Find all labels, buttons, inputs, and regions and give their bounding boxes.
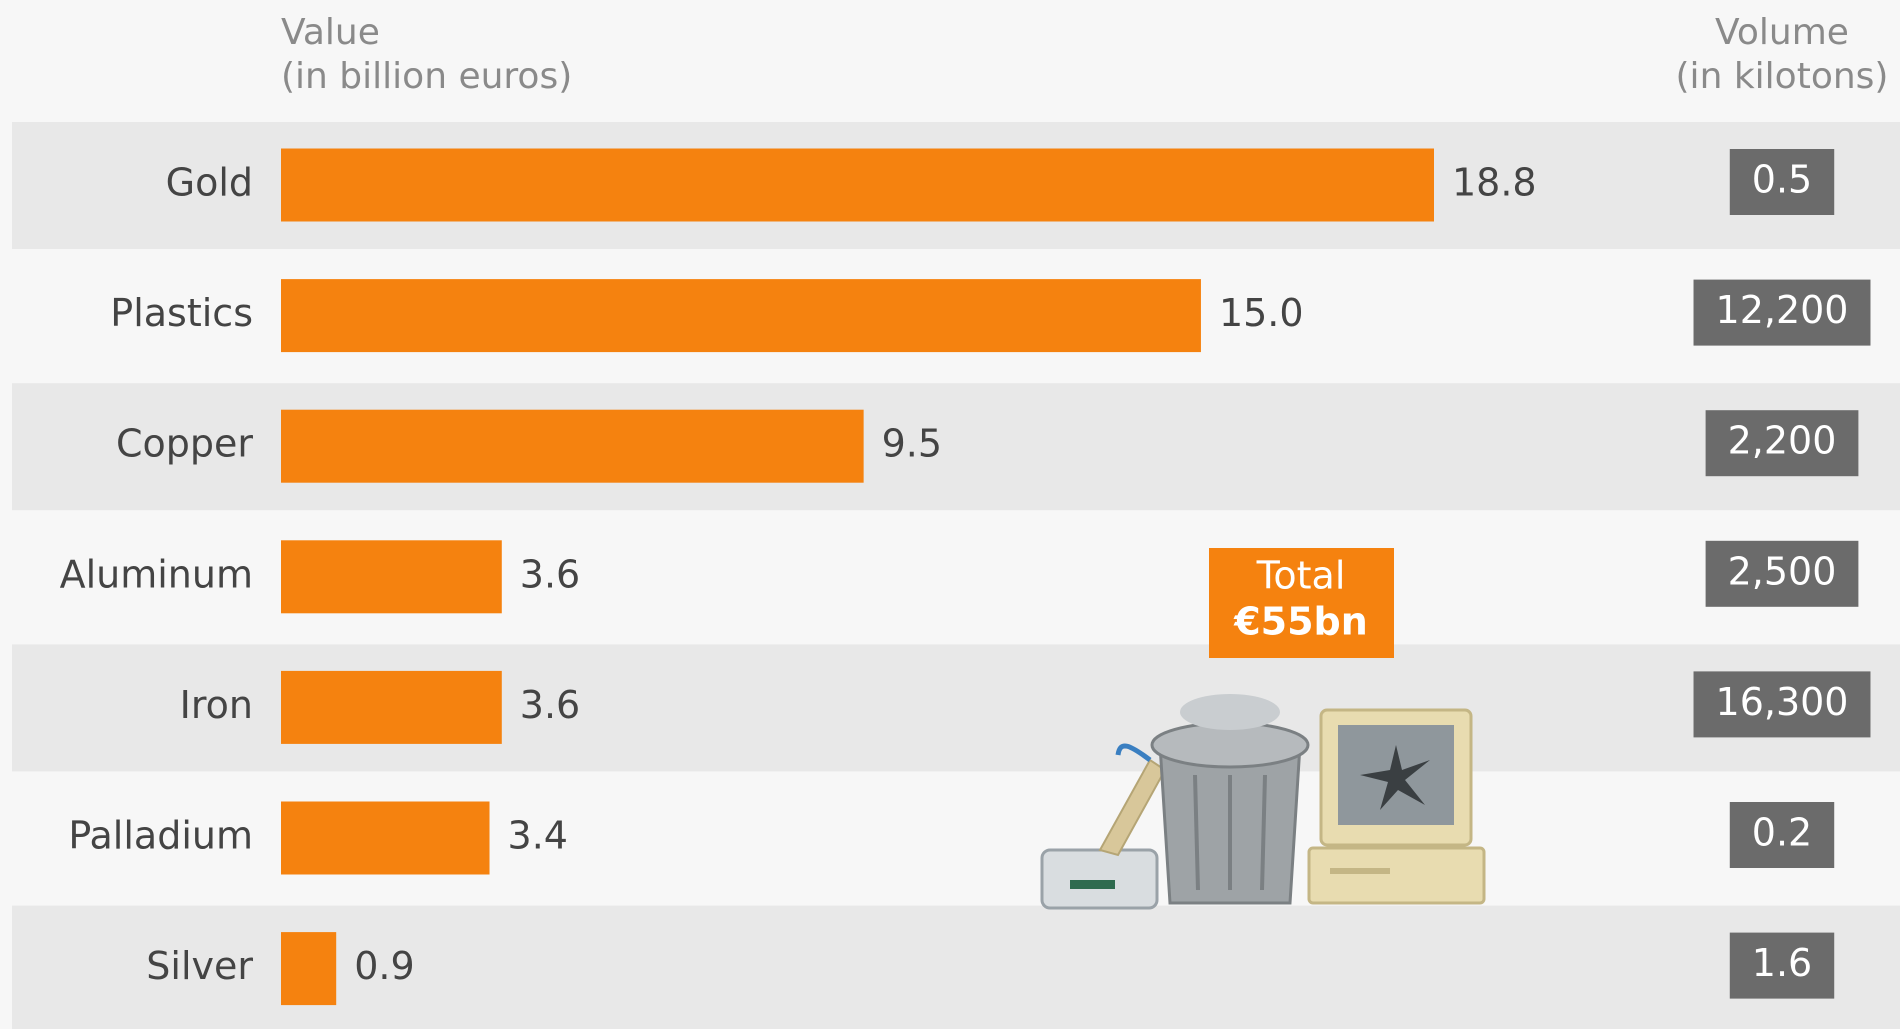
value-label: 0.9	[354, 944, 414, 988]
volume-label: 2,500	[1728, 549, 1837, 593]
volume-title: Volume	[1715, 12, 1849, 53]
volume-label: 12,200	[1716, 288, 1849, 332]
value-label: 9.5	[882, 422, 942, 466]
value-label: 18.8	[1452, 161, 1537, 205]
bar	[281, 279, 1201, 352]
volume-title: (in kilotons)	[1676, 56, 1889, 97]
annotation: Total	[1256, 554, 1346, 598]
volume-label: 1.6	[1752, 941, 1812, 985]
volume-label: 2,200	[1728, 419, 1837, 463]
category-label: Silver	[146, 944, 253, 988]
value-label: 3.6	[520, 552, 580, 596]
value-label: 3.4	[508, 814, 568, 858]
bar	[281, 410, 864, 483]
value-label: 3.6	[520, 683, 580, 727]
volume-label: 16,300	[1716, 680, 1849, 724]
value-label: 15.0	[1219, 291, 1304, 335]
category-label: Copper	[116, 422, 253, 466]
volume-label: 0.5	[1752, 158, 1812, 202]
category-label: Iron	[180, 683, 253, 727]
bar	[281, 540, 502, 613]
category-label: Palladium	[68, 814, 253, 858]
bar	[281, 149, 1434, 222]
chart: Value (in billion euros) Volume (in kilo…	[0, 0, 1900, 1029]
volume-label: 0.2	[1752, 811, 1812, 855]
computer-base	[1309, 848, 1484, 903]
drive-slot	[1330, 868, 1390, 874]
device	[1042, 850, 1157, 908]
bar	[281, 932, 336, 1005]
category-label: Gold	[166, 161, 253, 205]
trash-handle	[1180, 694, 1280, 730]
device-slot	[1070, 880, 1115, 889]
bar	[281, 671, 502, 744]
value-title: Value	[281, 12, 380, 53]
annotation: €55bn	[1233, 600, 1368, 644]
bar	[281, 802, 490, 875]
value-title: (in billion euros)	[281, 56, 572, 97]
category-label: Aluminum	[60, 552, 253, 596]
category-label: Plastics	[110, 291, 253, 335]
